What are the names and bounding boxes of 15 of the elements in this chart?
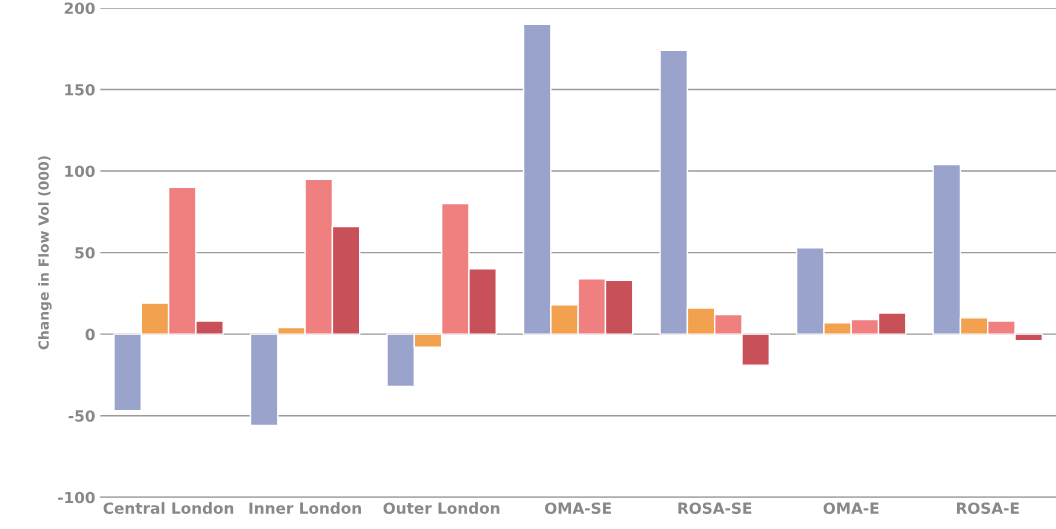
y-tick-label: 50	[75, 247, 95, 259]
x-tick-label: Central London	[103, 502, 234, 514]
y-tick-label: 100	[65, 165, 95, 178]
x-tick-label: ROSA-SE	[678, 502, 752, 514]
y-tick-label: 200	[64, 2, 95, 14]
x-tick-label: OMA-SE	[545, 502, 611, 514]
y-tick-label: -100	[58, 491, 95, 504]
x-tick-label: ROSA-E	[956, 502, 1019, 514]
y-tick-label: 0	[85, 328, 95, 341]
x-tick-label: Inner London	[249, 502, 361, 514]
y-tick-label: 150	[65, 83, 95, 96]
y-axis-title: Change in Flow Vol (000)	[38, 156, 52, 350]
y-tick-label: -50	[68, 410, 95, 422]
x-tick-label: Outer London	[383, 502, 500, 514]
x-tick-label: OMA-E	[823, 502, 879, 514]
